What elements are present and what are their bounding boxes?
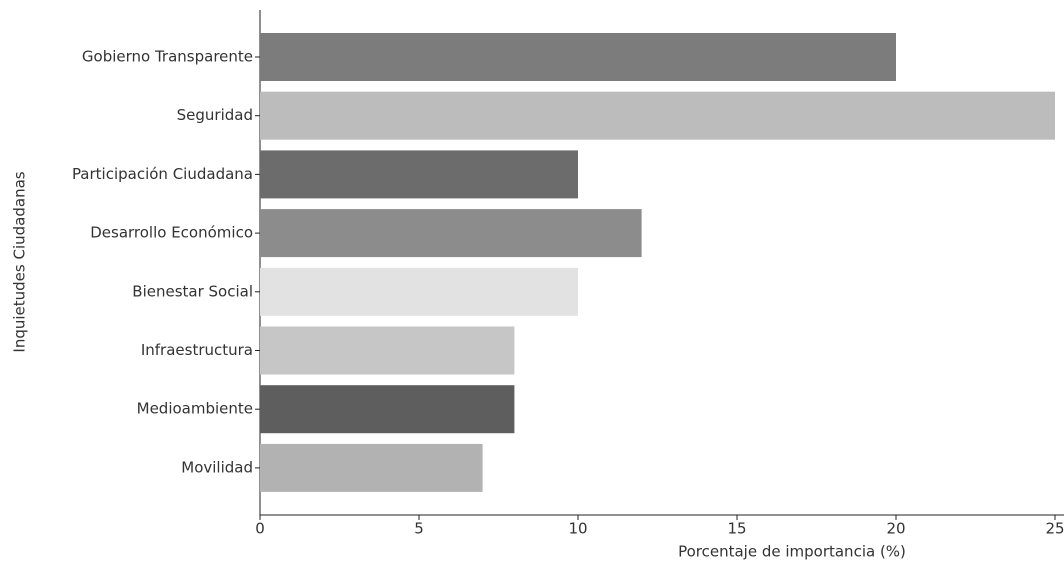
y-tick-label: Bienestar Social (132, 282, 253, 300)
x-tick-label: 10 (568, 520, 587, 538)
bar (260, 33, 896, 81)
x-tick-label: 20 (886, 520, 905, 538)
bar (260, 91, 1055, 140)
x-tick-label: 25 (1045, 520, 1064, 538)
x-tick-label: 0 (255, 520, 265, 538)
y-tick-label: Gobierno Transparente (82, 48, 253, 66)
x-tick-label: 5 (414, 520, 424, 538)
bar (260, 209, 642, 258)
y-tick-label: Desarrollo Económico (90, 224, 253, 242)
y-tick-label: Seguridad (177, 106, 253, 124)
bar (260, 326, 515, 375)
bar (260, 267, 578, 316)
y-tick-label: Medioambiente (137, 400, 253, 418)
y-tick-label: Participación Ciudadana (72, 165, 253, 183)
bar (260, 385, 515, 434)
x-axis-label: Porcentaje de importancia (%) (678, 543, 906, 561)
y-tick-label: Movilidad (181, 458, 253, 476)
y-axis-label: Inquietudes Ciudadanas (11, 171, 29, 352)
x-tick-label: 15 (727, 520, 746, 538)
bar (260, 150, 578, 199)
bar (260, 443, 483, 492)
y-tick-label: Infraestructura (141, 341, 253, 359)
